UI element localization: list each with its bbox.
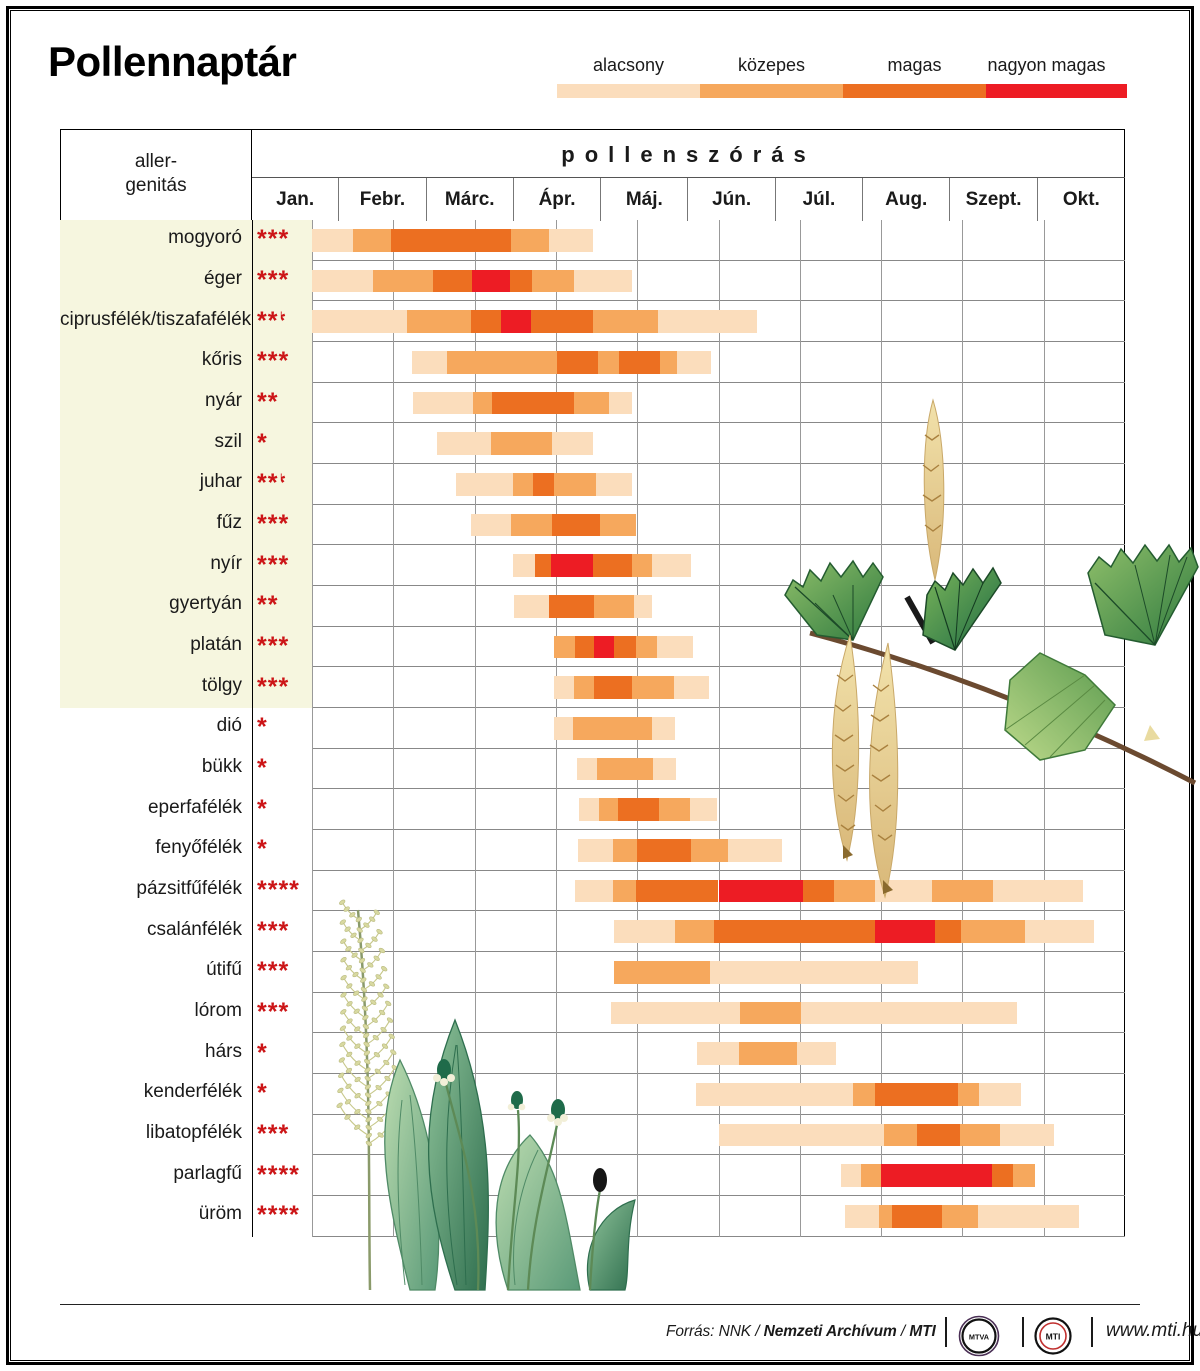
svg-text:MTI: MTI: [1046, 1332, 1061, 1342]
svg-text:MTVA: MTVA: [969, 1333, 990, 1342]
